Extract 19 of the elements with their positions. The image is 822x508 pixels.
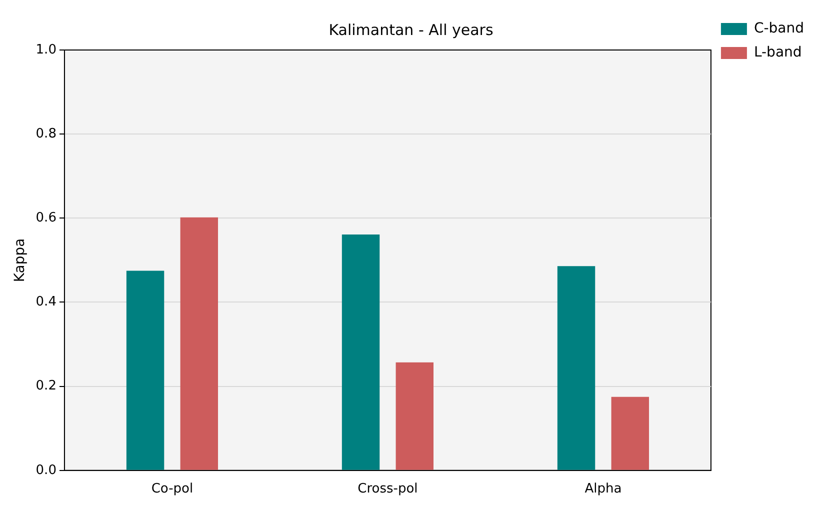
y-tick-label: 0.4 (36, 294, 56, 310)
x-tick-label: Alpha (584, 482, 622, 497)
bar (342, 234, 380, 470)
bar (557, 266, 596, 470)
y-axis-title: Kappa (12, 238, 28, 282)
y-tick-label: 0.8 (36, 126, 56, 142)
bar (180, 217, 218, 470)
y-tick-label: 0.0 (36, 462, 56, 478)
bar (396, 362, 434, 470)
legend-label: C-band (754, 20, 804, 37)
bar (611, 396, 649, 470)
chart-title: Kalimantan - All years (328, 20, 494, 39)
legend-label: L-band (754, 44, 802, 61)
y-tick-label: 1.0 (36, 42, 56, 58)
x-tick-label: Cross-pol (358, 482, 418, 497)
y-tick-label: 0.6 (36, 210, 56, 226)
bar (126, 270, 164, 470)
y-tick-label: 0.2 (36, 378, 56, 394)
x-tick-label: Co-pol (151, 482, 194, 497)
